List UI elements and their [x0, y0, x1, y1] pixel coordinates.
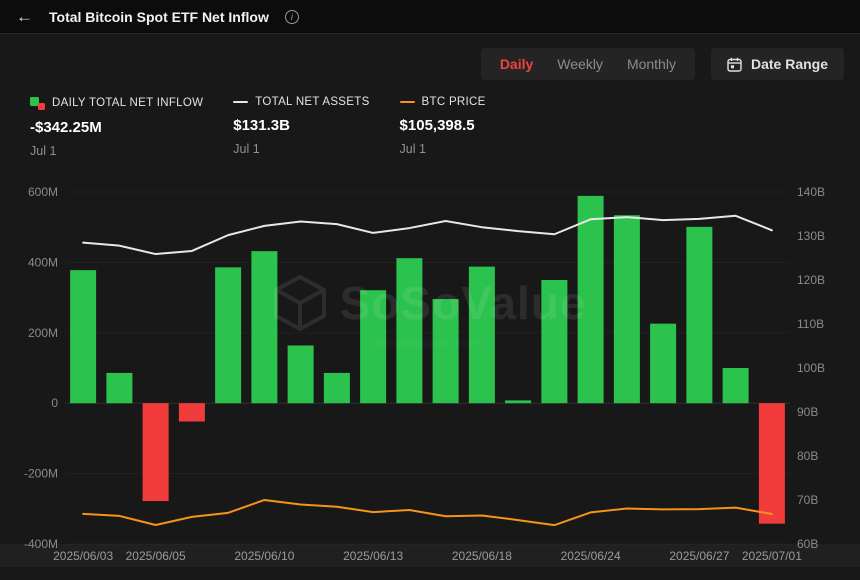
legend-value: -$342.25M: [30, 119, 102, 136]
legend-label: TOTAL NET ASSETS: [255, 96, 370, 108]
bar-series-marker-icon: [30, 96, 45, 110]
legend-date: Jul 1: [30, 144, 57, 158]
inflow-bar[interactable]: [178, 403, 205, 422]
inflow-bar[interactable]: [323, 372, 350, 404]
inflow-bar[interactable]: [613, 215, 640, 404]
chart-area[interactable]: 600M 400M 200M 0 -200M -400M 140B 130B 120B 110B 1…: [0, 172, 860, 567]
inflow-bar[interactable]: [106, 372, 133, 404]
date-range-label: Date Range: [750, 56, 828, 72]
left-axis-tick: -400M: [24, 537, 58, 551]
chart-legend: DAILY TOTAL NET INFLOW -$342.25M Jul 1 T…: [0, 86, 860, 158]
legend-date: Jul 1: [233, 142, 260, 156]
left-axis-tick: 600M: [28, 185, 58, 199]
x-axis-tick: 2025/06/03: [53, 549, 113, 563]
inflow-bar[interactable]: [432, 299, 459, 404]
right-axis-tick: 120B: [797, 273, 825, 287]
inflow-bar[interactable]: [360, 290, 387, 404]
left-axis-tick: 400M: [28, 255, 58, 269]
x-axis-tick: 2025/06/10: [234, 549, 294, 563]
inflow-bar[interactable]: [70, 270, 97, 404]
right-axis-tick: 70B: [797, 493, 818, 507]
white-line-marker-icon: [233, 100, 249, 104]
inflow-bar[interactable]: [577, 195, 604, 404]
inflow-bar[interactable]: [686, 226, 713, 404]
right-axis-tick: 140B: [797, 185, 825, 199]
inflow-bar[interactable]: [396, 258, 423, 404]
header: ← Total Bitcoin Spot ETF Net Inflow i: [0, 0, 860, 34]
legend-value: $131.3B: [233, 117, 290, 134]
x-axis-tick: 2025/06/24: [561, 549, 621, 563]
left-axis-tick: 0: [51, 396, 58, 410]
right-axis-tick: 110B: [797, 317, 824, 331]
toolbar: Daily Weekly Monthly Date Range: [0, 34, 860, 86]
inflow-bar[interactable]: [287, 345, 314, 404]
btc-price-line[interactable]: [82, 498, 773, 527]
interval-tabs: Daily Weekly Monthly: [480, 48, 695, 80]
x-axis-tick: 2025/06/05: [126, 549, 186, 563]
right-axis-tick: 80B: [797, 449, 818, 463]
inflow-bar[interactable]: [142, 403, 169, 502]
legend-date: Jul 1: [399, 142, 426, 156]
right-axis-tick: 130B: [797, 229, 825, 243]
info-icon[interactable]: i: [284, 9, 299, 24]
inflow-bar[interactable]: [650, 323, 677, 404]
legend-label: BTC PRICE: [421, 96, 486, 108]
right-axis-tick: 60B: [797, 537, 818, 551]
x-axis-strip: [0, 544, 860, 567]
left-axis-tick: 200M: [28, 326, 58, 340]
inflow-bar[interactable]: [251, 251, 278, 404]
net-assets-line[interactable]: [82, 214, 773, 256]
tab-daily[interactable]: Daily: [489, 53, 544, 75]
x-axis-tick: 2025/06/18: [452, 549, 512, 563]
legend-value: $105,398.5: [399, 117, 475, 134]
calendar-icon: [727, 57, 742, 72]
right-axis-tick: 90B: [797, 405, 818, 419]
date-range-button[interactable]: Date Range: [710, 48, 844, 80]
inflow-bar[interactable]: [541, 280, 568, 404]
x-axis-tick: 2025/07/01: [742, 549, 802, 563]
tab-weekly[interactable]: Weekly: [546, 53, 614, 75]
legend-item-btc-price[interactable]: BTC PRICE $105,398.5 Jul 1: [399, 96, 486, 158]
inflow-bar[interactable]: [468, 266, 495, 404]
inflow-bar[interactable]: [505, 400, 532, 404]
right-axis-tick: 100B: [797, 361, 825, 375]
x-axis-tick: 2025/06/27: [669, 549, 729, 563]
legend-item-net-inflow[interactable]: DAILY TOTAL NET INFLOW -$342.25M Jul 1: [30, 96, 203, 158]
inflow-bar[interactable]: [215, 267, 242, 404]
combo-chart-canvas[interactable]: 600M 400M 200M 0 -200M -400M 140B 130B 120B 110B 1…: [0, 172, 860, 567]
legend-label: DAILY TOTAL NET INFLOW: [52, 97, 204, 109]
inflow-bar[interactable]: [758, 403, 785, 524]
x-axis-tick: 2025/06/13: [343, 549, 403, 563]
page-title: Total Bitcoin Spot ETF Net Inflow: [49, 8, 269, 25]
inflow-bar[interactable]: [722, 368, 749, 404]
tab-monthly[interactable]: Monthly: [616, 53, 687, 75]
back-arrow-icon[interactable]: ←: [16, 7, 33, 26]
left-axis-tick: -200M: [24, 467, 58, 481]
legend-item-net-assets[interactable]: TOTAL NET ASSETS $131.3B Jul 1: [233, 96, 369, 158]
orange-line-marker-icon: [399, 100, 415, 104]
